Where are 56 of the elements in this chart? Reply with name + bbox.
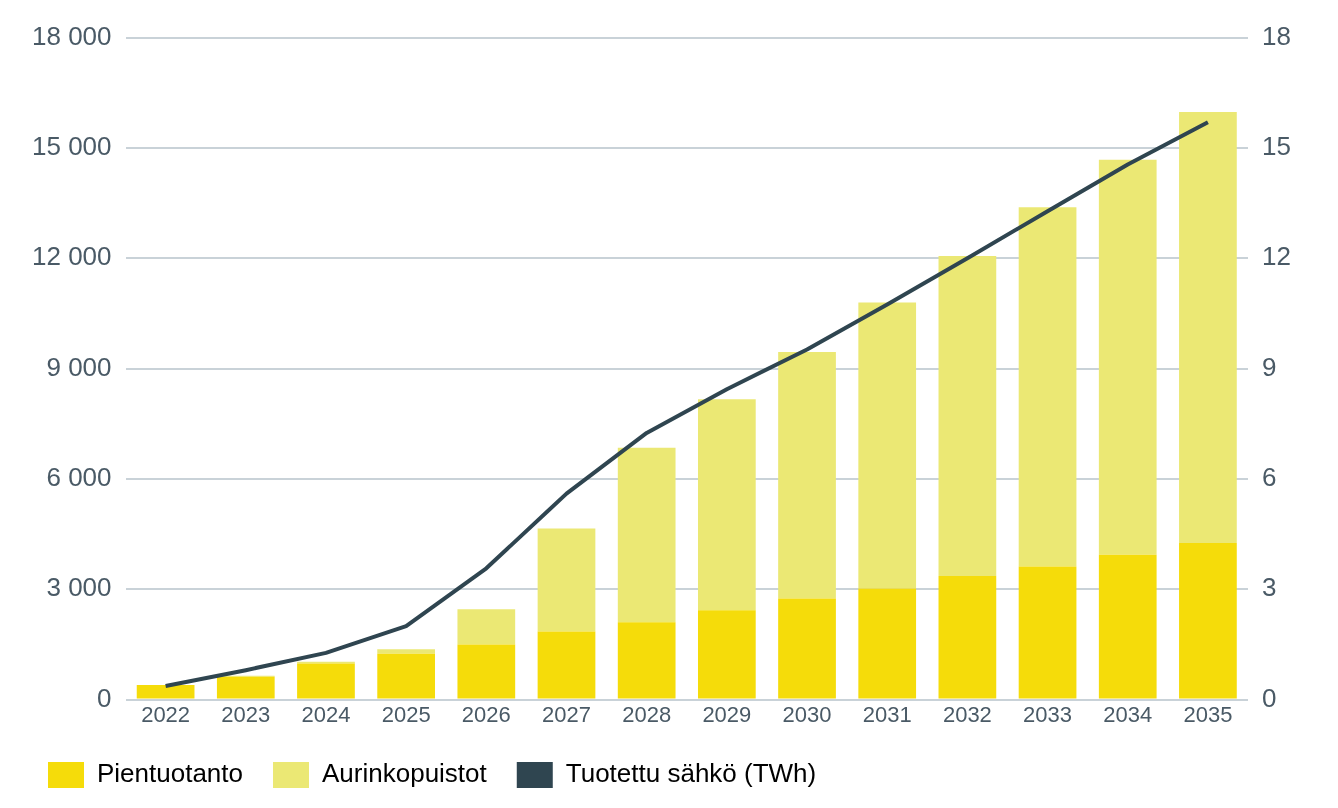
- y-tick-label: 15 000: [31, 131, 112, 162]
- y-tick-label: 0: [97, 682, 112, 713]
- x-tick-label: 2033: [1023, 701, 1073, 727]
- bar: [778, 598, 836, 699]
- bar: [216, 676, 275, 699]
- x-tick-label: 2025: [381, 701, 431, 727]
- bar: [778, 352, 836, 599]
- bar: [377, 649, 436, 654]
- y-tick-label: 18 000: [31, 20, 112, 51]
- legend-label: Tuotettu sähkö (TWh): [565, 758, 817, 789]
- bar: [1018, 566, 1077, 699]
- y2-tick-label: 3: [1262, 572, 1277, 603]
- x-tick-label: 2034: [1103, 701, 1153, 727]
- legend-label: Aurinkopuistot: [322, 758, 488, 789]
- bar: [617, 447, 676, 623]
- x-tick-label: 2029: [702, 701, 752, 727]
- bar: [1098, 159, 1157, 555]
- x-tick-label: 2028: [622, 701, 672, 727]
- bar: [617, 622, 676, 699]
- bar: [858, 588, 917, 699]
- bar: [136, 684, 195, 699]
- y-tick-label: 3 000: [46, 572, 112, 603]
- bar: [1018, 207, 1077, 567]
- y2-tick-label: 15: [1262, 131, 1291, 162]
- y2-tick-label: 12: [1262, 241, 1291, 272]
- bar: [1179, 542, 1237, 699]
- y-tick-label: 9 000: [46, 351, 112, 382]
- y-tick-label: 6 000: [46, 462, 112, 493]
- y2-tick-label: 9: [1262, 351, 1277, 382]
- x-tick-label: 2024: [301, 701, 351, 727]
- bar: [938, 256, 997, 577]
- bar: [697, 399, 756, 611]
- bar: [938, 576, 997, 699]
- bar: [297, 663, 355, 699]
- bar: [1098, 554, 1157, 699]
- bar: [457, 609, 516, 645]
- y2-tick-label: 18: [1262, 20, 1291, 51]
- bar: [697, 610, 756, 699]
- x-tick-label: 2035: [1183, 701, 1233, 727]
- x-tick-label: 2027: [542, 701, 591, 727]
- bar: [377, 653, 436, 699]
- bar: [1179, 111, 1237, 543]
- bar: [858, 302, 917, 589]
- x-tick-label: 2023: [221, 701, 271, 727]
- bar: [537, 528, 596, 632]
- x-tick-label: 2032: [942, 701, 992, 727]
- y-tick-label: 12 000: [31, 241, 112, 272]
- legend-label: Pientuotanto: [97, 758, 244, 789]
- x-tick-label: 2026: [461, 701, 511, 727]
- bar: [457, 644, 516, 699]
- bar: [537, 631, 596, 699]
- x-tick-label: 2030: [782, 701, 832, 727]
- x-tick-label: 2022: [141, 701, 191, 727]
- y2-tick-label: 6: [1262, 462, 1277, 493]
- y2-tick-label: 0: [1262, 682, 1277, 713]
- x-tick-label: 2031: [862, 701, 912, 727]
